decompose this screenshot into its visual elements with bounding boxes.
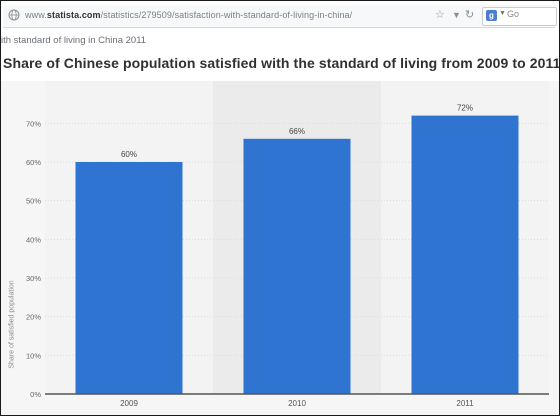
bookmark-star-icon[interactable]: ☆	[435, 9, 445, 21]
reload-icon[interactable]: ↻	[465, 9, 475, 21]
y-tick-label: 10%	[26, 351, 41, 360]
y-tick-label: 40%	[26, 235, 41, 244]
search-engine-icon[interactable]: g	[486, 10, 497, 21]
x-tick-label: 2011	[456, 399, 474, 408]
bar	[411, 115, 519, 394]
y-tick-label: 70%	[26, 119, 41, 128]
chart-area: 0% 10% 20% 30% 40% 50% 60% 70% 60% 2009 66% 2010 72%…	[1, 81, 559, 415]
bar-value-label: 72%	[457, 104, 473, 113]
y-tick-label: 0%	[30, 390, 41, 399]
chart-title: Share of Chinese population satisfied wi…	[3, 55, 560, 71]
globe-icon	[8, 9, 20, 21]
x-tick-label: 2009	[120, 399, 138, 408]
y-axis-label: Share of satisfied population	[8, 280, 16, 369]
page-subtitle: ith standard of living in China 2011	[1, 35, 147, 46]
bar-value-label: 60%	[121, 150, 137, 159]
bar-value-label: 66%	[289, 127, 305, 136]
y-tick-label: 20%	[26, 313, 41, 322]
x-tick-label: 2010	[288, 399, 306, 408]
bar	[75, 162, 183, 394]
url-text[interactable]: www.statista.com/statistics/279509/satis…	[25, 10, 353, 20]
history-dropdown-icon[interactable]: ▼	[452, 10, 461, 20]
y-tick-label: 50%	[26, 197, 41, 206]
search-placeholder: Go	[507, 9, 520, 19]
bar-chart: 0% 10% 20% 30% 40% 50% 60% 70% 60% 2009 66% 2010 72%…	[26, 81, 549, 408]
y-tick-label: 60%	[26, 158, 41, 167]
y-tick-label: 30%	[26, 274, 41, 283]
search-engine-caret-icon[interactable]: ▼	[499, 10, 506, 17]
bar	[243, 138, 351, 394]
search-box[interactable]: g ▼ Go	[482, 7, 557, 26]
address-bar[interactable]: www.statista.com/statistics/279509/satis…	[3, 5, 557, 28]
